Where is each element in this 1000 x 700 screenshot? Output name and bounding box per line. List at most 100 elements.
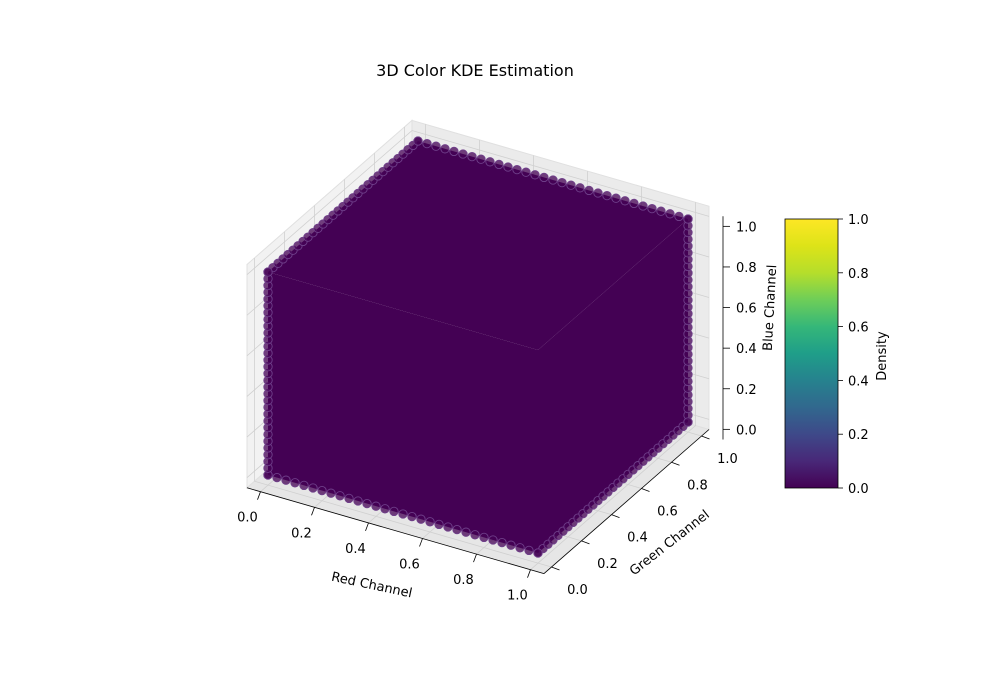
data-point	[521, 167, 531, 177]
data-point	[425, 517, 435, 527]
data-point	[494, 159, 504, 170]
x-tick	[365, 522, 369, 532]
colorbar-label: Density	[875, 331, 890, 381]
colorbar-ticks: 0.0 0.2 0.4 0.6 0.8 1.0	[838, 213, 869, 497]
colorbar-tick-label: 0.6	[848, 321, 869, 336]
data-point	[281, 475, 291, 485]
z-tick-label: 0.4	[736, 342, 757, 357]
cube-face-2	[538, 219, 688, 553]
data-point	[539, 172, 549, 183]
axes-ticks: 0.0 0.2 0.4 0.6 0.8 1.0 0.0 0.2 0.4 0.6 0.8 1.0 0.0 0…	[237, 216, 757, 604]
y-tick	[671, 461, 680, 466]
data-point	[458, 149, 468, 159]
gridline-z	[246, 130, 710, 275]
y-tick	[701, 435, 710, 440]
x-axis-line	[246, 487, 545, 574]
y-tick-label: 0.2	[597, 557, 618, 572]
z-tick-label: 0.6	[736, 302, 757, 317]
x-tick-label: 1.0	[507, 589, 528, 604]
x-tick-label: 0.8	[453, 573, 474, 588]
data-point	[575, 183, 585, 193]
data-point	[557, 177, 567, 188]
cube-face-0	[268, 141, 688, 350]
data-point	[503, 162, 513, 172]
x-axis-label: Red Channel	[330, 570, 414, 602]
y-tick	[611, 514, 620, 519]
cube-face-1	[268, 272, 538, 553]
data-point	[317, 485, 327, 496]
colorbar: 0.0 0.2 0.4 0.6 0.8 1.0 Density	[784, 213, 890, 497]
data-point	[497, 537, 507, 548]
data-point	[371, 501, 381, 511]
data-point	[299, 480, 309, 491]
data-point	[476, 154, 486, 164]
scatter-points	[263, 136, 693, 558]
y-tick	[551, 566, 560, 571]
data-point	[485, 157, 495, 167]
data-point	[380, 504, 390, 514]
x-tick	[257, 491, 261, 500]
data-point	[524, 545, 534, 556]
data-point	[416, 514, 426, 524]
data-point	[533, 548, 543, 558]
data-point	[422, 138, 432, 149]
data-point	[488, 535, 498, 545]
x-tick	[311, 507, 315, 516]
y-tick-label: 0.0	[567, 583, 588, 598]
y-tick	[581, 540, 590, 545]
data-point	[638, 201, 648, 211]
gridline-x	[530, 202, 696, 571]
x-tick-label: 0.6	[399, 558, 420, 573]
x-tick-label: 0.0	[237, 511, 258, 526]
data-point	[407, 511, 417, 522]
data-point	[593, 188, 603, 198]
z-tick-label: 0.0	[736, 423, 757, 438]
data-point	[506, 540, 516, 550]
data-point	[656, 206, 666, 216]
data-point	[443, 522, 453, 532]
data-point	[515, 543, 525, 553]
data-point	[584, 185, 594, 196]
x-tick-label: 0.4	[345, 542, 366, 557]
data-point	[470, 530, 480, 540]
data-point	[683, 417, 693, 427]
data-point	[326, 488, 336, 498]
data-point	[413, 136, 423, 146]
data-point	[353, 496, 363, 506]
data-point	[479, 532, 489, 543]
data-point	[548, 175, 558, 185]
data-point	[611, 193, 621, 203]
data-point	[362, 498, 372, 509]
colorbar-tick-label: 0.2	[848, 428, 869, 443]
y-tick-label: 0.6	[657, 504, 678, 519]
y-tick	[641, 488, 650, 492]
z-tick-label: 0.8	[736, 261, 757, 276]
data-point	[461, 527, 471, 537]
data-point	[530, 170, 540, 180]
data-point	[434, 519, 444, 530]
data-point	[263, 267, 273, 277]
data-point	[272, 472, 282, 483]
data-point	[440, 144, 450, 154]
data-point	[566, 180, 576, 190]
data-point	[620, 196, 630, 206]
data-point	[629, 198, 639, 209]
colorbar-tick-label: 1.0	[848, 213, 869, 228]
data-point	[452, 524, 462, 535]
data-point	[335, 491, 345, 501]
x-tick	[473, 553, 477, 563]
x-tick	[419, 538, 423, 547]
data-point	[647, 203, 657, 214]
y-tick-label: 1.0	[717, 452, 738, 467]
z-tick-label: 0.2	[736, 383, 757, 398]
colorbar-tick-label: 0.4	[848, 374, 869, 389]
y-tick-label: 0.8	[687, 478, 708, 493]
colorbar-gradient	[784, 218, 839, 489]
z-tick-label: 1.0	[736, 220, 757, 235]
data-point	[683, 214, 693, 224]
z-axis-label: Blue Channel	[761, 264, 780, 351]
chart-title: 3D Color KDE Estimation	[376, 61, 574, 80]
data-point	[602, 190, 612, 201]
